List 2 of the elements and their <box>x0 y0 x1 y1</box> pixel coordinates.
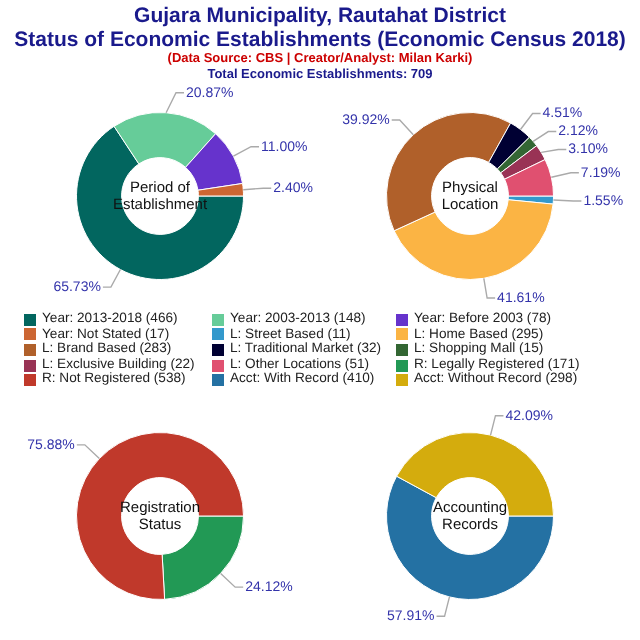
text: Gujara Municipality, Rautahat District <box>132 4 508 28</box>
text: Status of Economic Establishments (Economic Census 2018) <box>12 28 628 52</box>
